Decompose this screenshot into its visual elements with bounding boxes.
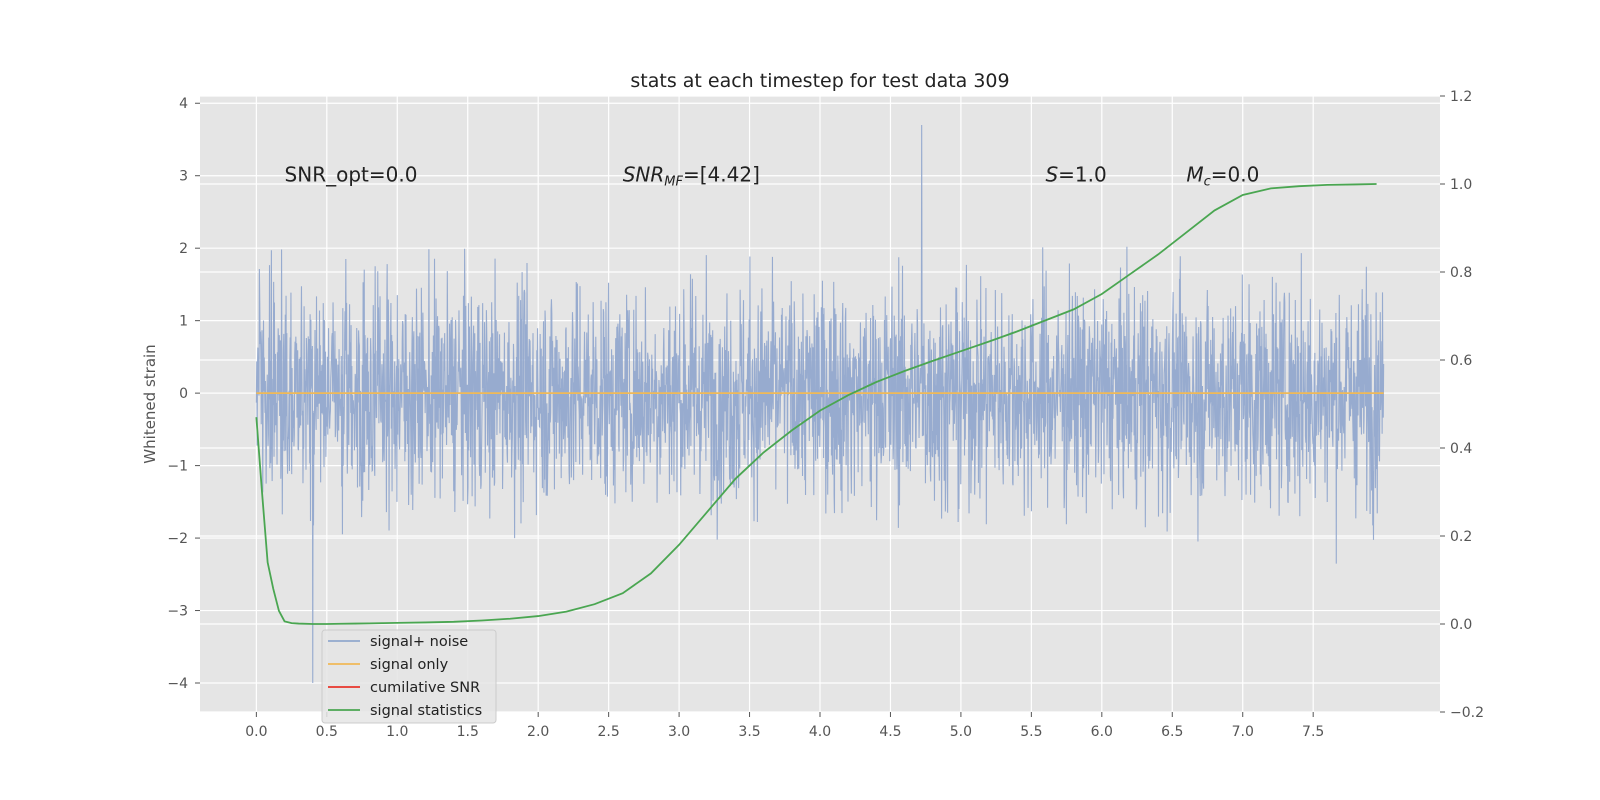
- x-tick-label-2: 1.0: [386, 724, 408, 740]
- y-axis-label: Whitened strain: [141, 344, 159, 463]
- y-left-tick-label-8: 4: [179, 96, 188, 112]
- x-tick-label-10: 5.0: [950, 724, 972, 740]
- x-tick-label-7: 3.5: [738, 724, 760, 740]
- legend-label-1: signal only: [370, 657, 449, 673]
- y-right-tick-label-7: 1.2: [1450, 89, 1472, 105]
- x-tick-label-5: 2.5: [598, 724, 620, 740]
- x-tick-label-3: 1.5: [457, 724, 479, 740]
- y-right-tick-label-1: 0.0: [1450, 617, 1472, 633]
- legend-label-2: cumilative SNR: [370, 680, 480, 696]
- y-left-tick-label-5: 1: [179, 314, 188, 330]
- annotation-1: SNRMF=[4.42]: [623, 163, 760, 190]
- y-left-tick-label-4: 0: [179, 386, 188, 402]
- y-left-tick-label-7: 3: [179, 169, 188, 185]
- annotation-2: S=1.0: [1045, 163, 1106, 187]
- x-tick-label-1: 0.5: [316, 724, 338, 740]
- y-left-tick-label-1: −3: [167, 604, 188, 620]
- x-tick-label-11: 5.5: [1020, 724, 1042, 740]
- y-left-tick-label-6: 2: [179, 241, 188, 257]
- x-tick-label-15: 7.5: [1302, 724, 1324, 740]
- y-right-tick-label-5: 0.8: [1450, 265, 1472, 281]
- chart-title: stats at each timestep for test data 309: [630, 70, 1009, 92]
- y-left-tick-label-0: −4: [167, 676, 188, 692]
- y-right-tick-label-0: −0.2: [1450, 705, 1484, 721]
- legend-label-3: signal statistics: [370, 703, 482, 719]
- x-tick-label-0: 0.0: [245, 724, 267, 740]
- x-tick-label-8: 4.0: [809, 724, 831, 740]
- x-tick-label-4: 2.0: [527, 724, 549, 740]
- y-left-tick-label-3: −1: [167, 459, 188, 475]
- y-left-tick-label-2: −2: [167, 531, 188, 547]
- y-right-tick-label-6: 1.0: [1450, 177, 1472, 193]
- annotation-3: Mc=0.0: [1186, 163, 1259, 190]
- y-right-tick-label-3: 0.4: [1450, 441, 1472, 457]
- x-tick-label-14: 7.0: [1232, 724, 1254, 740]
- y-right-tick-label-4: 0.6: [1450, 353, 1472, 369]
- x-tick-label-6: 3.0: [668, 724, 690, 740]
- x-tick-label-12: 6.0: [1091, 724, 1113, 740]
- x-tick-label-13: 6.5: [1161, 724, 1183, 740]
- legend-label-0: signal+ noise: [370, 634, 468, 650]
- x-tick-label-9: 4.5: [879, 724, 901, 740]
- y-right-tick-label-2: 0.2: [1450, 529, 1472, 545]
- legend: signal+ noise signal only cumilative SNR si…: [322, 630, 496, 723]
- annotation-0: SNR_opt=0.0: [285, 163, 418, 187]
